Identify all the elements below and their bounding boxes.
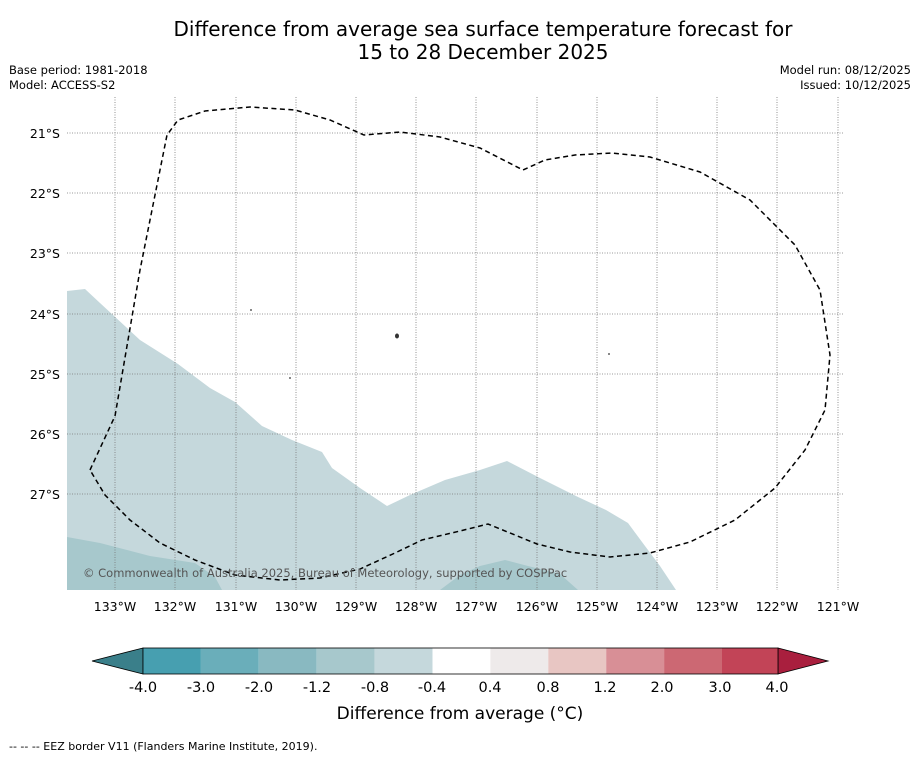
lon-label: 133°W [94,599,136,614]
colorbar-segment [664,648,722,674]
colorbar-tick: -0.4 [418,680,446,696]
colorbar-segment [200,648,259,674]
lon-label: 127°W [455,599,497,614]
colorbar-segment [258,648,317,674]
island [250,309,252,311]
lat-label: 22°S [30,186,60,201]
colorbar-segment [374,648,433,674]
colorbar-tick: 1.2 [593,680,616,696]
lon-labels: 133°W 132°W 131°W 130°W 129°W 128°W 127°… [94,599,859,614]
colorbar-tick: -0.8 [361,680,389,696]
colorbar-tick-labels: -4.0 -3.0 -2.0 -1.2 -0.8 -0.4 0.4 0.8 1.… [129,680,789,696]
chart-title: Difference from average sea surface temp… [0,18,919,64]
lon-label: 121°W [817,599,859,614]
eez-footnote: -- -- -- EEZ border V11 (Flanders Marine… [9,740,318,753]
lat-labels: 21°S 22°S 23°S 24°S 25°S 26°S 27°S [30,126,60,502]
meta-right: Model run: 08/12/2025 Issued: 10/12/2025 [780,63,911,93]
colorbar-segment [722,648,778,674]
lon-label: 131°W [215,599,257,614]
map-panel: © Commonwealth of Australia 2025, Bureau… [67,97,843,590]
colorbar-segment [548,648,607,674]
model-run: Model run: 08/12/2025 [779,63,911,77]
colorbar-under-arrow [91,647,144,675]
lon-label: 123°W [696,599,738,614]
lat-label: 21°S [30,126,60,141]
lon-label: 122°W [756,599,798,614]
island [289,377,291,379]
colorbar [91,647,830,675]
lon-label: 126°W [516,599,558,614]
colorbar-segment [316,648,375,674]
colorbar-frame [142,647,779,675]
colorbar-segment [606,648,665,674]
title-line-2: 15 to 28 December 2025 [357,40,609,64]
meta-left: Base period: 1981-2018 Model: ACCESS-S2 [9,63,148,93]
colorbar-tick: 4.0 [765,680,788,696]
islands [250,309,610,379]
lon-label: 129°W [335,599,377,614]
colorbar-tick: 2.0 [650,680,673,696]
model-name: Model: ACCESS-S2 [9,78,116,92]
colorbar-segment [143,648,201,674]
lon-label: 128°W [395,599,437,614]
lon-label: 130°W [275,599,317,614]
lat-label: 25°S [30,367,60,382]
island [608,353,610,355]
anomaly-region-light [67,289,676,590]
lon-label: 124°W [636,599,678,614]
lat-label: 26°S [30,427,60,442]
graticule [67,97,843,590]
lat-label: 23°S [30,246,60,261]
base-period: Base period: 1981-2018 [9,63,148,77]
colorbar-tick: -4.0 [129,680,157,696]
lon-label: 132°W [154,599,196,614]
colorbar-tick: 0.8 [536,680,559,696]
colorbar-tick: -3.0 [187,680,215,696]
anomaly-region-medium [67,537,222,590]
issued-date: Issued: 10/12/2025 [800,78,911,92]
lon-label: 125°W [576,599,618,614]
anomaly-region-medium-2 [440,560,578,590]
colorbar-over-arrow [777,647,830,675]
eez-border [89,106,831,581]
colorbar-tick: -2.0 [245,680,273,696]
colorbar-segment [432,648,491,674]
island [395,333,399,339]
lat-label: 27°S [30,487,60,502]
colorbar-tick: -1.2 [303,680,331,696]
lat-label: 24°S [30,307,60,322]
colorbar-segment [490,648,549,674]
title-line-1: Difference from average sea surface temp… [173,17,793,41]
colorbar-tick: 3.0 [708,680,731,696]
colorbar-title: Difference from average (°C) [336,704,584,724]
copyright-notice: © Commonwealth of Australia 2025, Bureau… [83,566,567,580]
colorbar-tick: 0.4 [478,680,501,696]
